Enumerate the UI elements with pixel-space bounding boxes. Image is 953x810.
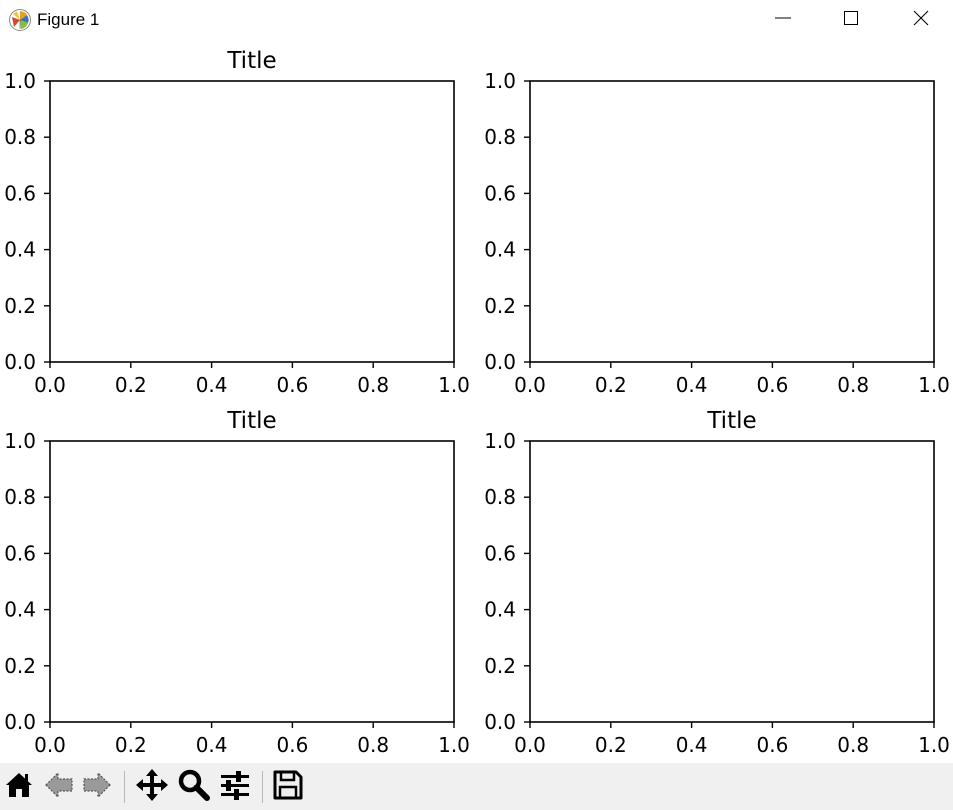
x-tick-label: 0.8 [837,733,869,757]
close-icon [912,9,930,31]
y-tick-label: 0.4 [484,238,516,262]
move-arrows-icon [135,768,169,806]
y-tick-label: 0.2 [4,294,36,318]
subplots-button[interactable] [217,769,253,805]
maximize-icon [842,9,860,31]
y-tick-label: 1.0 [4,69,36,93]
navigation-toolbar [0,763,953,810]
axes-frame [529,440,935,723]
y-tick-label: 0.6 [484,181,516,205]
x-tick-label: 0.6 [756,373,788,397]
x-tick-label: 0.8 [357,373,389,397]
axes-frame [529,80,935,363]
back-button[interactable] [41,769,77,805]
subplot-4: Title 0.0 0.2 0.4 0.6 0.8 1.0 0.0 0.2 0.4 0.6 0.8 1.… [484,408,950,757]
toolbar-separator [262,771,263,803]
forward-button[interactable] [79,769,115,805]
home-icon [3,769,35,805]
axes-title: Title [706,408,756,434]
home-button[interactable] [1,769,37,805]
minimize-button[interactable] [751,0,815,40]
x-tick-label: 1.0 [918,733,950,757]
subplot-3: Title 0.0 0.2 0.4 0.6 0.8 1.0 0.0 0.2 0.4 0.6 0.8 1.… [4,408,470,757]
x-tick-label: 0.2 [595,373,627,397]
window-title: Figure 1 [37,10,100,29]
x-tick-label: 0.8 [357,733,389,757]
forward-arrow-icon [81,769,113,805]
x-tick-label: 0.6 [276,733,308,757]
y-tick-label: 0.0 [484,350,516,374]
x-tick-label: 1.0 [918,373,950,397]
y-tick-label: 0.4 [4,598,36,622]
y-tick-label: 0.6 [484,541,516,565]
x-tick-label: 1.0 [438,733,470,757]
subplot-1: Title 0.0 0.2 0.4 0.6 0.8 1.0 0.0 0.2 0.4 0.6 0.8 1.… [4,48,470,397]
x-tick-label: 0.2 [115,373,147,397]
x-tick-label: 0.6 [276,373,308,397]
y-tick-label: 1.0 [4,429,36,453]
y-tick-label: 0.6 [4,541,36,565]
figure-canvas[interactable]: Title 0.0 0.2 0.4 0.6 0.8 1.0 0.0 0.2 0.4 0.6 0.8 1.… [0,40,953,763]
y-tick-label: 1.0 [484,69,516,93]
axes-frame [49,80,455,363]
x-tick-label: 0.6 [756,733,788,757]
axes-frame [49,440,455,723]
x-tick-label: 0.0 [514,733,546,757]
y-tick-label: 0.2 [484,294,516,318]
y-tick-label: 0.0 [4,350,36,374]
sliders-icon [218,768,252,806]
matplotlib-logo-icon [8,8,32,32]
y-tick-label: 0.0 [4,710,36,734]
save-button[interactable] [270,769,306,805]
y-tick-label: 0.8 [484,125,516,149]
pan-button[interactable] [134,769,170,805]
y-tick-label: 0.6 [4,181,36,205]
y-tick-label: 0.4 [484,598,516,622]
axes-title: Title [226,408,276,434]
y-tick-label: 0.8 [4,125,36,149]
zoom-button[interactable] [176,769,212,805]
x-tick-label: 1.0 [438,373,470,397]
x-tick-label: 0.0 [34,733,66,757]
y-tick-label: 0.0 [484,710,516,734]
maximize-button[interactable] [819,0,883,40]
y-tick-label: 0.8 [4,485,36,509]
x-tick-label: 0.2 [115,733,147,757]
x-tick-label: 0.0 [34,373,66,397]
x-tick-label: 0.4 [196,733,228,757]
x-tick-label: 0.0 [514,373,546,397]
close-button[interactable] [889,0,953,40]
x-tick-label: 0.8 [837,373,869,397]
title-bar[interactable]: Figure 1 [0,0,953,40]
toolbar-separator [124,771,125,803]
axes-title: Title [226,48,276,74]
subplot-2: 0.0 0.2 0.4 0.6 0.8 1.0 0.0 0.2 0.4 0.6 0.8 1.0 [484,69,950,397]
y-tick-label: 0.8 [484,485,516,509]
magnifier-icon [177,768,211,806]
x-tick-label: 0.4 [196,373,228,397]
x-tick-label: 0.4 [676,733,708,757]
y-tick-label: 0.2 [4,654,36,678]
x-tick-label: 0.4 [676,373,708,397]
x-tick-label: 0.2 [595,733,627,757]
y-tick-label: 0.4 [4,238,36,262]
y-tick-label: 0.2 [484,654,516,678]
floppy-disk-icon [272,769,304,805]
back-arrow-icon [43,769,75,805]
y-tick-label: 1.0 [484,429,516,453]
minimize-icon [774,9,792,31]
